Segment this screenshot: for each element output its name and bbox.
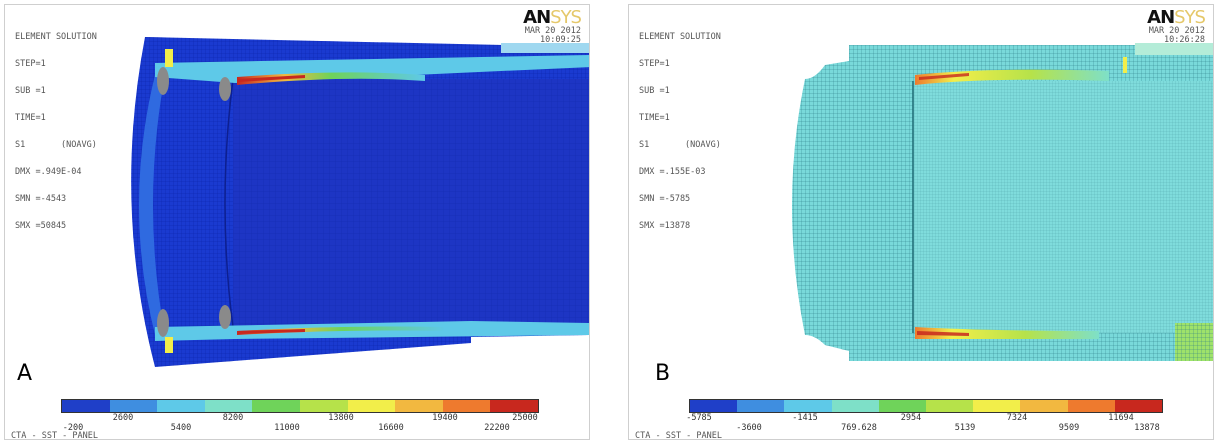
stiffener-bottom-a [155,321,589,341]
tick-label: 2600 [112,413,134,423]
cutout-a2 [219,77,231,101]
cutout-a1 [157,67,169,95]
legend-swatch [831,400,879,412]
tick-label: 11694 [1108,413,1134,423]
legend-swatch [926,400,974,412]
tick-label: 22200 [484,423,510,433]
info-line: STEP=1 [15,59,46,69]
timestamp-b: MAR 20 2012 10:26:28 [1149,27,1205,45]
info-line: DMX =.155E-03 [639,167,706,177]
legend-swatch [252,400,300,412]
time-text: 10:26:28 [1164,35,1205,45]
legend-swatch [784,400,832,412]
tick-label: 769.628 [841,423,877,433]
flange-a [139,75,165,335]
info-line: ELEMENT SOLUTION [639,32,721,42]
tick-label: 25000 [512,413,538,423]
timestamp-a: MAR 20 2012 10:09:25 [525,27,581,45]
legend-swatch [157,400,205,412]
legend-swatch [690,400,738,412]
tick-label: 2954 [900,413,922,423]
legend-swatch [737,400,785,412]
tick-label: -200 [62,423,84,433]
cutout-a4 [219,305,231,329]
tick-label: -1415 [792,413,818,423]
fea-model-b [792,43,1213,361]
legend-swatch [490,400,538,412]
tick-label: 8200 [222,413,244,423]
legend-swatch [62,400,110,412]
info-line: SMX =13878 [639,221,691,231]
tick-label: 7324 [1006,413,1028,423]
panel-label-b: B [655,361,671,386]
tick-label: 11000 [274,423,300,433]
ansys-logo-b: ANSYS [1147,7,1206,28]
tick-label: 5400 [170,423,192,433]
info-line: TIME=1 [15,113,46,123]
legend-swatch [395,400,443,412]
info-line: SUB =1 [15,86,46,96]
tick-label: 5139 [954,423,976,433]
tick-label: 9509 [1058,423,1080,433]
info-line: STEP=1 [639,59,670,69]
ansys-logo-a: ANSYS [523,7,582,28]
info-line: DMX =.949E-04 [15,167,82,177]
contour-legend-b [689,399,1163,413]
model-caption-a: CTA - SST - PANEL [11,431,98,440]
info-line: TIME=1 [639,113,670,123]
legend-swatch [299,400,348,412]
model-caption-b: CTA - SST - PANEL [635,431,722,440]
legend-swatch [347,400,396,412]
info-line: S1 (NOAVG) [15,140,97,150]
info-line: SUB =1 [639,86,670,96]
info-line: SMN =-4543 [15,194,67,204]
legend-swatch [1114,400,1163,412]
info-line: SMX =50845 [15,221,67,231]
legend-swatch [973,400,1021,412]
stress-band-bottom-b [915,327,1099,339]
legend-swatch [1020,400,1068,412]
time-text: 10:09:25 [540,35,581,45]
date-text: MAR 20 2012 [524,26,581,36]
solution-info-b: ELEMENT SOLUTION STEP=1 SUB =1 TIME=1 S1… [639,15,721,249]
info-line: S1 (NOAVG) [639,140,721,150]
tick-label: 19400 [432,413,458,423]
legend-swatch [878,400,927,412]
info-line: ELEMENT SOLUTION [15,32,97,42]
legend-swatch [442,400,491,412]
date-text: MAR 20 2012 [1148,26,1205,36]
panel-a: ELEMENT SOLUTION STEP=1 SUB =1 TIME=1 S1… [4,4,590,440]
solution-info-a: ELEMENT SOLUTION STEP=1 SUB =1 TIME=1 S1… [15,15,97,249]
tick-label: -3600 [736,423,762,433]
cutout-a3 [157,309,169,337]
info-line: SMN =-5785 [639,194,691,204]
panel-b: ELEMENT SOLUTION STEP=1 SUB =1 TIME=1 S1… [628,4,1214,440]
tick-label: 13800 [328,413,354,423]
tick-label: 13878 [1134,423,1160,433]
tick-label: 16600 [378,423,404,433]
panel-label-a: A [17,361,33,386]
legend-swatch [109,400,158,412]
tick-label: -5785 [686,413,712,423]
fea-model-a [131,37,589,367]
contour-legend-a [61,399,539,413]
legend-swatch [204,400,253,412]
legend-swatch [1067,400,1115,412]
